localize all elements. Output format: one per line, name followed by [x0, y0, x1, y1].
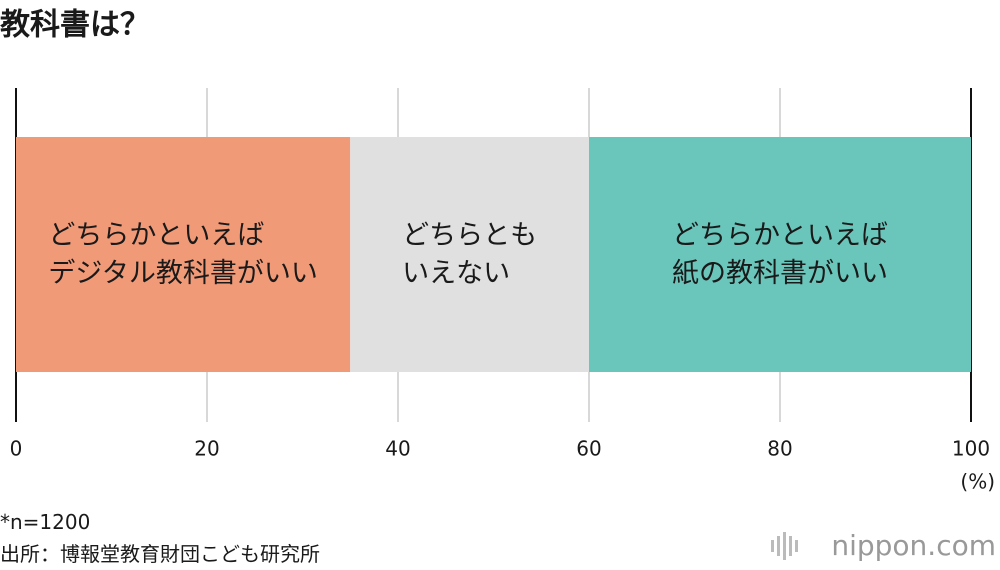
- segment-label-box: どちらかといえば デジタル教科書がいい: [16, 137, 350, 372]
- segment-label-box: どちらとも いえない: [350, 137, 589, 372]
- x-tick-label: 80: [767, 437, 792, 461]
- logo: nippon.com: [831, 529, 996, 562]
- source: 出所：博報堂教育財団こども研究所: [0, 542, 320, 566]
- x-tick-label: 40: [385, 437, 410, 461]
- segment-label-box: どちらかといえば 紙の教科書がいい: [589, 137, 971, 372]
- bar-segment: [16, 137, 351, 372]
- x-tick-label: 20: [194, 437, 219, 461]
- logo-icon: [771, 532, 798, 560]
- x-unit: (%): [960, 470, 995, 494]
- bar-segment: [350, 137, 589, 372]
- segment-label: どちらかといえば 紙の教科書がいい: [672, 219, 888, 289]
- segment-label: どちらとも いえない: [402, 219, 538, 289]
- bar-segment: [589, 137, 971, 372]
- x-tick-label: 60: [576, 437, 601, 461]
- chart-title: 教科書は？: [0, 8, 150, 43]
- x-tick-label: 100: [952, 437, 990, 461]
- x-tick-label: 0: [10, 437, 23, 461]
- note: *n=1200: [0, 510, 91, 534]
- segment-label: どちらかといえば デジタル教科書がいい: [48, 219, 318, 289]
